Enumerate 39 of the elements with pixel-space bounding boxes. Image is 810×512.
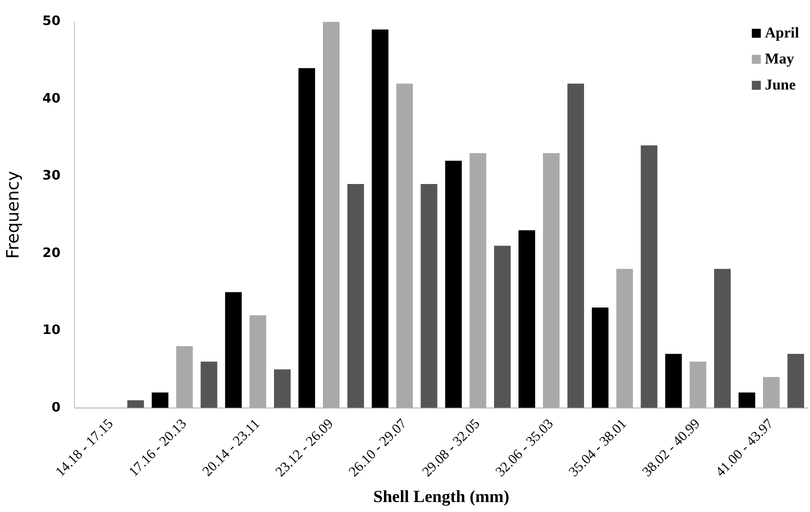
bar [640, 145, 658, 408]
y-axis-title: Frequency [4, 170, 24, 259]
y-tick-label: 0 [51, 400, 60, 416]
bar [690, 362, 706, 408]
y-tick-label: 40 [42, 91, 60, 106]
bar [396, 84, 413, 408]
bar [738, 392, 756, 408]
bar [420, 184, 438, 408]
bar [494, 246, 511, 408]
bar [298, 68, 316, 408]
y-tick-label: 30 [42, 168, 60, 184]
bar [200, 362, 218, 408]
legend-label: April [764, 26, 800, 42]
y-tick-label: 20 [42, 246, 60, 261]
bar [274, 369, 291, 408]
bar [445, 160, 462, 408]
bar [592, 308, 608, 408]
bar [787, 354, 804, 408]
bar [372, 30, 388, 408]
bar [542, 153, 560, 408]
bar [176, 346, 193, 408]
bar [616, 268, 633, 408]
bar [225, 292, 242, 408]
bar [470, 153, 486, 408]
bar [250, 315, 266, 408]
bar [714, 268, 731, 408]
legend-label: June [764, 78, 796, 94]
y-tick-label: 50 [42, 14, 60, 30]
x-axis-title: Shell Length (mm) [373, 487, 510, 506]
bar [127, 400, 144, 408]
y-tick-label: 10 [42, 323, 60, 338]
bar [518, 230, 536, 408]
bar [347, 184, 364, 408]
bar [665, 354, 682, 408]
bar [567, 84, 584, 408]
bar [152, 392, 168, 408]
legend-label: May [764, 52, 794, 68]
bar [322, 22, 340, 408]
bar [763, 377, 780, 408]
